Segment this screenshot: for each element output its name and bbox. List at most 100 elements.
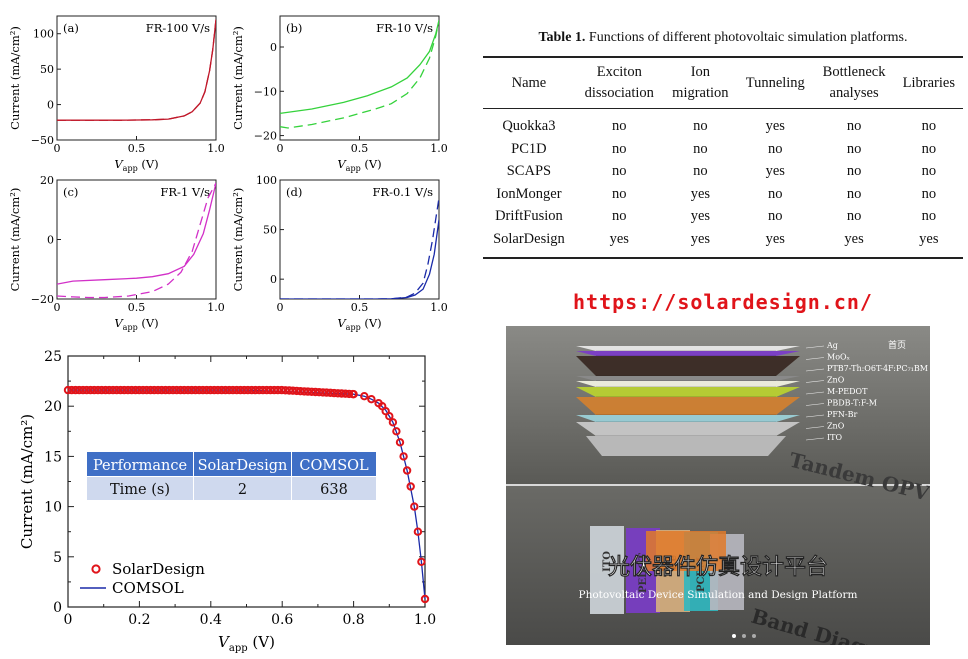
solardesign-point [296, 387, 305, 396]
solardesign-point [300, 387, 309, 396]
solardesign-point [161, 385, 170, 395]
table-cell: no [612, 140, 627, 157]
solid-curve [57, 182, 216, 285]
solardesign-point [157, 385, 166, 395]
table-cell: yes [609, 230, 629, 247]
panel-letter: (a) [63, 21, 79, 35]
ytick-label: −20 [31, 293, 54, 306]
solardesign-point [341, 389, 350, 398]
table-cell: no [921, 118, 937, 134]
perf-cell [87, 477, 193, 500]
layer-label: PTB7-Th:O6T-4F:PC₇₁BM [827, 364, 928, 373]
perf-header-text: Performance [93, 458, 187, 474]
solardesign-point [153, 385, 163, 395]
panel-letter: (b) [286, 21, 302, 35]
platform-title-zh: 光伏器件仿真设计平台 [607, 554, 828, 580]
solardesign-point [63, 385, 73, 395]
solardesign-point [180, 385, 189, 395]
carousel-dot[interactable] [742, 634, 746, 638]
solardesign-point [90, 385, 99, 395]
table-row: PC1D no no no no no [483, 138, 963, 161]
solardesign-point [292, 386, 301, 396]
main-xtick: 0.2 [128, 612, 150, 628]
solardesign-point [232, 385, 241, 395]
solardesign-point [255, 385, 264, 395]
table-cell: no [693, 118, 708, 134]
table-1: Table 1. Functions of different photovol… [483, 30, 963, 259]
carousel-dot[interactable] [732, 634, 736, 638]
panel-ylabel: Current (mA/cm²) [8, 26, 22, 130]
block-label: PCBM [696, 557, 707, 592]
solardesign-point [210, 385, 219, 395]
solardesign-point [307, 387, 316, 396]
ytick-label: 100 [256, 174, 277, 187]
ytick-label: 50 [263, 224, 277, 237]
solardesign-point [112, 385, 121, 395]
solardesign-point [168, 385, 178, 395]
panel-rate: FR-0.1 V/s [372, 185, 433, 199]
main-ytick: 0 [53, 600, 62, 616]
main-xlabel: Vapp (V) [218, 633, 275, 654]
block-label: PEDOT [638, 552, 649, 593]
ytick-label: 100 [33, 28, 54, 41]
solardesign-point [270, 385, 279, 395]
solardesign-point [360, 392, 369, 401]
panel-ylabel: Current (mA/cm²) [231, 188, 245, 292]
main-ytick: 20 [44, 399, 62, 415]
table-cell: no [846, 208, 862, 225]
table-cell: no [768, 185, 783, 202]
table-cell: yes [690, 185, 711, 202]
solardesign-point [93, 385, 103, 395]
solardesign-url[interactable]: https://solardesign.cn/ [573, 290, 873, 314]
solardesign-point [67, 385, 76, 395]
solardesign-point [82, 385, 91, 395]
solardesign-point [326, 388, 335, 397]
solardesign-point [206, 385, 215, 395]
solardesign-point [108, 385, 118, 395]
solardesign-point [344, 389, 354, 399]
perf-cell [292, 477, 376, 500]
table-cell: no [693, 140, 708, 157]
main-xtick: 0.8 [342, 612, 364, 628]
solardesign-point [176, 385, 185, 395]
solardesign-point [75, 385, 84, 395]
perf-cell-text: 2 [238, 482, 247, 498]
solardesign-point [78, 385, 88, 395]
xtick-label: 0 [54, 301, 61, 314]
table-cell: SolarDesign [493, 230, 565, 247]
dashed-curve [57, 182, 216, 299]
table-header-cell: Bottleneck analyses [822, 64, 886, 101]
table-cell: PC1D [511, 140, 547, 157]
panel-xlabel: Vapp (V) [337, 316, 381, 332]
solardesign-point [131, 385, 140, 395]
table-caption-label: Table 1. [538, 30, 586, 45]
performance-table: Performance Time (s) SolarDesign 2 COMSOL 638 [87, 452, 376, 500]
panel-rate: FR-100 V/s [146, 21, 210, 35]
solardesign-point [135, 385, 144, 395]
table-cell: Quokka3 [502, 118, 556, 134]
table-row: SolarDesign yes yes yes yes yes [483, 228, 963, 258]
panel-ylabel: Current (mA/cm²) [8, 188, 22, 292]
solardesign-point [243, 385, 253, 395]
table-header-cell: Tunneling [745, 74, 805, 91]
perf-cell [194, 477, 291, 500]
perf-header-cell [292, 452, 376, 476]
solardesign-point [202, 385, 211, 395]
solardesign-point [71, 385, 80, 395]
solardesign-point [367, 395, 376, 404]
solardesign-point [399, 452, 408, 461]
panel-letter: (d) [286, 185, 302, 199]
table-cell: yes [765, 163, 785, 180]
table-header-cell: Ion migration [672, 64, 729, 101]
solardesign-point [333, 389, 343, 398]
table-cell: no [921, 163, 937, 180]
solardesign-point [191, 385, 200, 395]
solardesign-point [311, 387, 320, 397]
carousel-dot[interactable] [752, 634, 756, 638]
panel-rate: FR-1 V/s [160, 185, 210, 199]
table-row: SCAPS no no yes no no [483, 160, 963, 183]
main-ytick: 25 [44, 349, 62, 365]
